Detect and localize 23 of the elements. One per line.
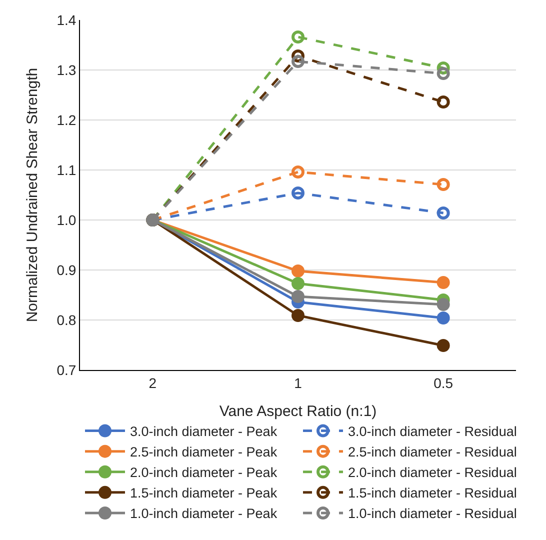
y-tick-label: 1.2 [56, 112, 76, 128]
legend-label: 1.5-inch diameter - Residual [348, 486, 517, 501]
y-axis-title: Normalized Undrained Shear Strength [24, 68, 41, 322]
legend-label: 3.0-inch diameter - Peak [130, 424, 278, 440]
y-tick-label: 1.4 [56, 12, 76, 28]
y-tick-label: 0.7 [56, 362, 76, 378]
legend-label: 1.5-inch diameter - Peak [130, 486, 278, 501]
legend-label: 2.0-inch diameter - Residual [348, 465, 517, 480]
y-tick-label: 0.9 [56, 262, 76, 278]
x-axis-title: Vane Aspect Ratio (n:1) [219, 402, 377, 420]
y-tick-label: 1.1 [56, 162, 76, 178]
legend-label: 2.5-inch diameter - Residual [348, 444, 517, 460]
legend-label: 2.5-inch diameter - Peak [130, 444, 278, 460]
x-tick-label: 0.5 [434, 374, 454, 391]
y-tick-label: 1.0 [56, 212, 76, 228]
legend-label: 3.0-inch diameter - Residual [348, 424, 517, 440]
legend-label: 1.0-inch diameter - Residual [348, 506, 517, 522]
y-tick-label: 1.3 [56, 62, 76, 78]
x-tick-label: 1 [294, 374, 302, 391]
x-tick-label: 2 [148, 374, 157, 391]
legend-label: 2.0-inch diameter - Peak [130, 465, 278, 480]
y-tick-label: 0.8 [56, 312, 76, 328]
legend-label: 1.0-inch diameter - Peak [130, 506, 278, 522]
